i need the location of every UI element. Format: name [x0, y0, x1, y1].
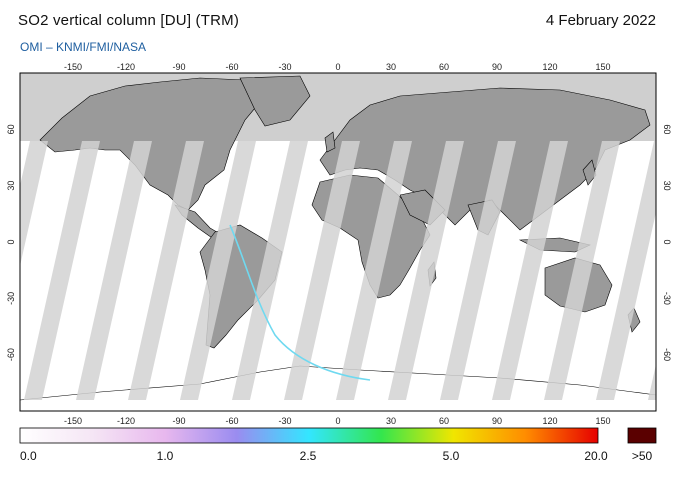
- lat-tick-left-1: 30: [6, 181, 16, 191]
- lon-tick-bottom-5: 0: [335, 416, 340, 426]
- lat-tick-left-0: 60: [6, 124, 16, 134]
- lon-tick-bottom-7: 60: [439, 416, 449, 426]
- lon-tick-top-0: -150: [64, 62, 82, 72]
- orbit-gap-swath-9: [440, 141, 516, 400]
- lon-tick-top-4: -30: [278, 62, 291, 72]
- lon-tick-bottom-9: 120: [542, 416, 557, 426]
- orbit-gap-swath-11: [544, 141, 620, 400]
- lon-tick-bottom-0: -150: [64, 416, 82, 426]
- colorbar-label-2-5: 2.5: [299, 449, 317, 463]
- colorbar-label-1: 1.0: [156, 449, 174, 463]
- lon-tick-bottom-6: 30: [386, 416, 396, 426]
- greenland-landmass: [239, 75, 311, 127]
- date-label: 4 February 2022: [545, 12, 656, 29]
- map-frame: [19, 72, 657, 412]
- lon-tick-top-1: -120: [117, 62, 135, 72]
- colorbar-overflow-swatch: [627, 427, 657, 444]
- lat-tick-left-4: -60: [6, 348, 16, 361]
- map-title: SO2 vertical column [DU] (TRM): [18, 12, 240, 29]
- uk-landmass: [324, 131, 336, 153]
- lon-tick-top-2: -90: [172, 62, 185, 72]
- longitude-ticks-top: -150 -120 -90 -60 -30 0 30 60 90 120 150: [64, 62, 611, 72]
- colorbar-label-min: 0.0: [20, 449, 37, 463]
- colorbar-label-overflow: >50: [631, 449, 653, 463]
- latitude-ticks-right: 60 30 0 -30 -60: [662, 124, 672, 361]
- orbit-gap-swath-12: [596, 141, 656, 400]
- orbit-gap-swath-10: [492, 141, 568, 400]
- orbit-gap-swath-7: [336, 141, 412, 400]
- latitude-ticks-left: 60 30 0 -30 -60: [6, 124, 16, 361]
- lat-tick-right-4: -60: [662, 348, 672, 361]
- orbit-gap-swath-1: [24, 141, 100, 400]
- lon-tick-top-10: 150: [595, 62, 610, 72]
- orbit-gap-swath-6: [284, 141, 360, 400]
- orbit-gap-swath-0: [20, 141, 48, 267]
- lon-tick-top-8: 90: [492, 62, 502, 72]
- lat-tick-left-3: -30: [6, 292, 16, 305]
- orbit-gap-swath-2: [76, 141, 152, 400]
- lat-tick-left-2: 0: [6, 239, 16, 244]
- so2-plume-arc: [229, 224, 371, 381]
- colorbar-label-20: 20.0: [584, 449, 608, 463]
- lon-tick-bottom-10: 150: [595, 416, 610, 426]
- north-america-landmass: [39, 77, 266, 211]
- lat-tick-right-3: -30: [662, 292, 672, 305]
- lon-tick-top-7: 60: [439, 62, 449, 72]
- lat-tick-right-0: 60: [662, 124, 672, 134]
- lon-tick-bottom-4: -30: [278, 416, 291, 426]
- lon-tick-top-6: 30: [386, 62, 396, 72]
- lon-tick-top-9: 120: [542, 62, 557, 72]
- lon-tick-bottom-2: -90: [172, 416, 185, 426]
- orbit-gap-swath-5: [232, 141, 308, 400]
- orbit-gap-swath-3: [128, 141, 204, 400]
- lon-tick-top-3: -60: [225, 62, 238, 72]
- colorbar: [19, 427, 599, 444]
- orbit-gap-swath-13: [648, 364, 656, 400]
- lon-tick-bottom-8: 90: [492, 416, 502, 426]
- longitude-ticks-bottom: -150 -120 -90 -60 -30 0 30 60 90 120 150: [64, 416, 611, 426]
- lon-tick-bottom-3: -60: [225, 416, 238, 426]
- colorbar-label-5: 5.0: [442, 449, 460, 463]
- lat-tick-right-1: 30: [662, 181, 672, 191]
- orbit-gap-swaths: [20, 141, 656, 400]
- credits-label: OMI – KNMI/FMI/NASA: [20, 40, 147, 54]
- orbit-gap-swath-8: [388, 141, 464, 400]
- lon-tick-bottom-1: -120: [117, 416, 135, 426]
- lon-tick-top-5: 0: [335, 62, 340, 72]
- orbit-gap-swath-4: [180, 141, 256, 400]
- lat-tick-right-2: 0: [662, 239, 672, 244]
